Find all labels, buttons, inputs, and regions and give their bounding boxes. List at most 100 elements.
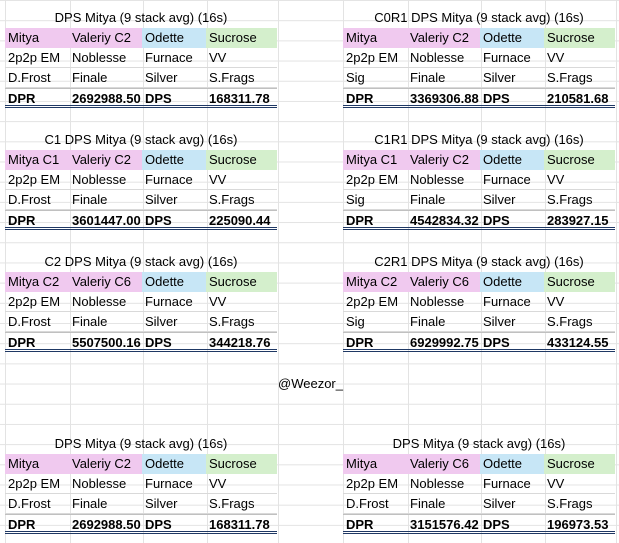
- cell[interactable]: 196973.53: [547, 517, 609, 531]
- cell[interactable]: Noblesse: [72, 172, 127, 187]
- cell[interactable]: Sig: [346, 314, 365, 329]
- cell[interactable]: Furnace: [483, 476, 531, 491]
- cell[interactable]: DPS: [145, 91, 172, 105]
- cell[interactable]: Silver: [145, 314, 178, 329]
- header-cell[interactable]: Odette: [142, 28, 206, 48]
- cell[interactable]: DPR: [346, 335, 374, 349]
- cell[interactable]: S.Frags: [209, 70, 255, 85]
- cell[interactable]: 2p2p EM: [346, 476, 399, 491]
- header-cell[interactable]: Mitya: [343, 454, 407, 474]
- cell[interactable]: Noblesse: [72, 294, 127, 309]
- header-cell[interactable]: Sucrose: [544, 150, 615, 170]
- cell[interactable]: VV: [547, 476, 565, 491]
- cell[interactable]: Finale: [410, 496, 446, 511]
- cell[interactable]: DPS: [483, 91, 510, 105]
- cell[interactable]: DPS: [483, 517, 510, 531]
- cell[interactable]: 4542834.32: [410, 213, 479, 227]
- cell[interactable]: 168311.78: [209, 91, 270, 105]
- cell[interactable]: D.Frost: [346, 496, 389, 511]
- header-cell[interactable]: Valeriy C2: [69, 28, 142, 48]
- header-cell[interactable]: Sucrose: [206, 150, 277, 170]
- header-cell[interactable]: Mitya: [5, 28, 69, 48]
- cell[interactable]: 2p2p EM: [346, 50, 399, 65]
- cell[interactable]: 433124.55: [547, 335, 609, 349]
- cell[interactable]: Silver: [145, 192, 178, 207]
- header-cell[interactable]: Mitya C2: [5, 272, 69, 292]
- cell[interactable]: 3369306.88: [410, 91, 479, 105]
- cell[interactable]: Silver: [483, 192, 516, 207]
- cell[interactable]: 168311.78: [209, 517, 270, 531]
- cell[interactable]: Silver: [145, 496, 178, 511]
- header-cell[interactable]: Valeriy C2: [407, 150, 480, 170]
- cell[interactable]: DPR: [8, 335, 36, 349]
- header-cell[interactable]: Valeriy C6: [407, 272, 480, 292]
- cell[interactable]: Furnace: [145, 172, 193, 187]
- cell[interactable]: Furnace: [145, 50, 193, 65]
- cell[interactable]: 2p2p EM: [346, 294, 399, 309]
- cell[interactable]: VV: [209, 50, 227, 65]
- cell[interactable]: Noblesse: [72, 476, 127, 491]
- cell[interactable]: 344218.76: [209, 335, 271, 349]
- cell[interactable]: VV: [547, 294, 565, 309]
- cell[interactable]: DPS: [483, 213, 510, 227]
- header-cell[interactable]: Sucrose: [206, 28, 277, 48]
- cell[interactable]: Finale: [72, 496, 108, 511]
- cell[interactable]: Noblesse: [410, 50, 465, 65]
- header-cell[interactable]: Mitya C1: [343, 150, 407, 170]
- cell[interactable]: DPS: [145, 335, 172, 349]
- cell[interactable]: VV: [209, 476, 227, 491]
- header-cell[interactable]: Odette: [480, 150, 544, 170]
- cell[interactable]: Finale: [72, 70, 108, 85]
- cell[interactable]: Finale: [410, 70, 446, 85]
- header-cell[interactable]: Valeriy C6: [407, 454, 480, 474]
- cell[interactable]: DPR: [346, 213, 374, 227]
- cell[interactable]: 2692988.50: [72, 517, 141, 531]
- header-cell[interactable]: Valeriy C6: [69, 272, 142, 292]
- cell[interactable]: VV: [209, 294, 227, 309]
- cell[interactable]: Furnace: [483, 50, 531, 65]
- cell[interactable]: DPS: [145, 517, 172, 531]
- cell[interactable]: VV: [547, 50, 565, 65]
- cell[interactable]: Finale: [410, 314, 446, 329]
- cell[interactable]: Furnace: [145, 294, 193, 309]
- cell[interactable]: D.Frost: [8, 496, 51, 511]
- cell[interactable]: Silver: [145, 70, 178, 85]
- cell[interactable]: DPR: [346, 91, 374, 105]
- cell[interactable]: 283927.15: [547, 213, 609, 227]
- cell[interactable]: D.Frost: [8, 314, 51, 329]
- cell[interactable]: DPR: [8, 213, 36, 227]
- header-cell[interactable]: Odette: [480, 454, 544, 474]
- cell[interactable]: VV: [547, 172, 565, 187]
- cell[interactable]: S.Frags: [547, 496, 593, 511]
- cell[interactable]: 2p2p EM: [8, 172, 61, 187]
- cell[interactable]: S.Frags: [547, 192, 593, 207]
- cell[interactable]: Silver: [483, 496, 516, 511]
- header-cell[interactable]: Mitya C2: [343, 272, 407, 292]
- cell[interactable]: DPR: [8, 91, 36, 105]
- cell[interactable]: S.Frags: [209, 314, 255, 329]
- cell[interactable]: Sig: [346, 192, 365, 207]
- cell[interactable]: VV: [209, 172, 227, 187]
- cell[interactable]: Silver: [483, 314, 516, 329]
- cell[interactable]: D.Frost: [8, 192, 51, 207]
- cell[interactable]: Furnace: [145, 476, 193, 491]
- cell[interactable]: S.Frags: [209, 192, 255, 207]
- header-cell[interactable]: Mitya: [343, 28, 407, 48]
- cell[interactable]: Finale: [72, 192, 108, 207]
- header-cell[interactable]: Sucrose: [206, 272, 277, 292]
- cell[interactable]: 2p2p EM: [346, 172, 399, 187]
- cell[interactable]: DPR: [8, 517, 36, 531]
- header-cell[interactable]: Mitya: [5, 454, 69, 474]
- cell[interactable]: 2p2p EM: [8, 50, 61, 65]
- cell[interactable]: Sig: [346, 70, 365, 85]
- cell[interactable]: S.Frags: [547, 70, 593, 85]
- cell[interactable]: 5507500.16: [72, 335, 141, 349]
- cell[interactable]: 2p2p EM: [8, 294, 61, 309]
- cell[interactable]: 3151576.42: [410, 517, 479, 531]
- header-cell[interactable]: Odette: [142, 454, 206, 474]
- header-cell[interactable]: Odette: [142, 272, 206, 292]
- header-cell[interactable]: Odette: [480, 272, 544, 292]
- cell[interactable]: Noblesse: [72, 50, 127, 65]
- cell[interactable]: D.Frost: [8, 70, 51, 85]
- cell[interactable]: Silver: [483, 70, 516, 85]
